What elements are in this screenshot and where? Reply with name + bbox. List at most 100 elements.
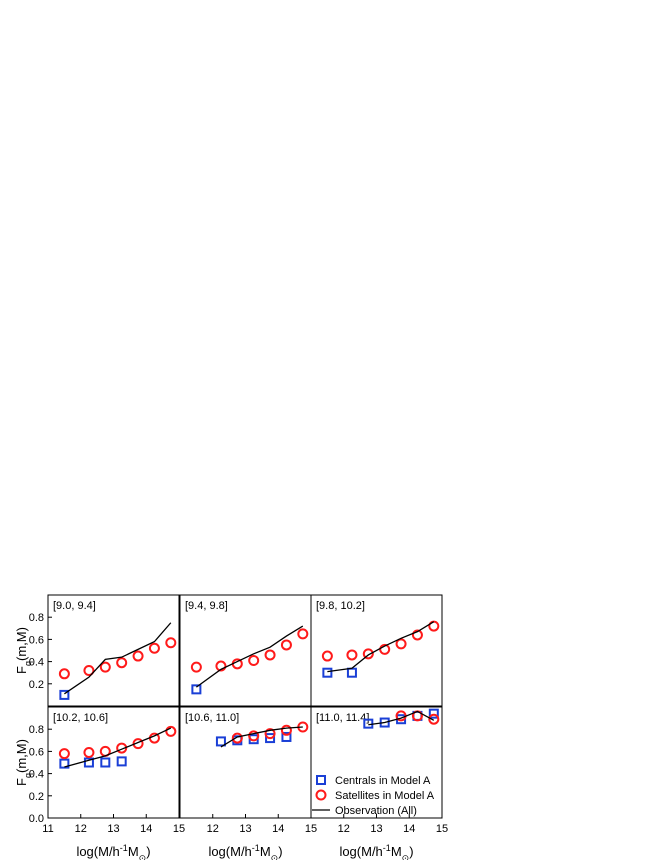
label-part: (m,M) (14, 739, 29, 773)
x-tick-label: 15 (305, 823, 317, 835)
circle-marker (148, 642, 160, 654)
x-tick-label: 13 (239, 823, 251, 835)
square-marker (59, 758, 70, 769)
x-axis-label: log(M/h-1M⊙) (76, 843, 150, 860)
x-tick-label: 13 (107, 823, 119, 835)
panel-label: [10.2, 10.6] (53, 712, 108, 724)
label-part: (m,M) (14, 627, 29, 661)
square-marker (100, 757, 111, 768)
square-marker (281, 731, 292, 742)
y-tick-label: 0.6 (29, 746, 44, 758)
panel-frame (47, 594, 180, 707)
observation-line (64, 622, 172, 695)
y-tick-label: 0.4 (29, 769, 44, 781)
square-marker (265, 733, 276, 744)
label-part: ⊙ (402, 853, 410, 860)
legend-marker (315, 789, 327, 801)
circle-marker (132, 650, 144, 662)
observation-line (327, 621, 435, 673)
label-part: M (128, 844, 139, 859)
circle-marker (297, 628, 309, 640)
circle-marker (99, 661, 111, 673)
panel-label: [9.4, 9.8] (185, 600, 228, 612)
label-part: F (14, 666, 29, 674)
circle-marker (280, 639, 292, 651)
square-marker (59, 689, 70, 700)
circle-marker (248, 654, 260, 666)
circle-marker (165, 725, 177, 737)
legend-label: Satellites in Model A (335, 790, 435, 802)
circle-marker (190, 661, 202, 673)
observation-line (195, 625, 304, 688)
y-tick-label: 0.0 (29, 813, 44, 825)
y-tick-label: 0.4 (29, 657, 44, 669)
label-part: q (23, 661, 33, 666)
panel-label: [10.6, 11.0] (185, 712, 239, 724)
square-marker (116, 756, 127, 767)
x-tick-label: 15 (436, 823, 448, 835)
circle-marker (165, 637, 177, 649)
y-tick-label: 0.2 (29, 679, 44, 691)
x-tick-label: 14 (140, 823, 152, 835)
circle-marker (58, 748, 70, 760)
circle-marker (379, 643, 391, 655)
square-marker (215, 736, 226, 747)
square-marker (83, 757, 94, 768)
square-marker (346, 667, 357, 678)
x-tick-label: 11 (42, 823, 53, 835)
label-part: F (14, 778, 29, 786)
label-part: -1 (120, 843, 128, 853)
circle-marker (411, 629, 423, 641)
panel-label: [9.8, 10.2] (316, 600, 365, 612)
observation-line (64, 727, 172, 768)
circle-marker (362, 648, 374, 660)
panel-label: [9.0, 9.4] (53, 600, 96, 612)
circle-marker (116, 742, 128, 754)
y-axis-label: Fq(m,M) (14, 739, 33, 786)
label-part: log(M/h (339, 844, 382, 859)
label-part: -1 (252, 843, 260, 853)
label-part: log(M/h (208, 844, 251, 859)
circle-marker (428, 620, 440, 632)
panel-label: [11.0, 11.4] (316, 712, 369, 724)
circle-marker (395, 638, 407, 650)
x-tick-label: 13 (370, 823, 382, 835)
circle-marker (428, 713, 440, 725)
square-marker (428, 708, 439, 719)
x-tick-label: 12 (338, 823, 350, 835)
circle-marker (83, 664, 95, 676)
y-tick-label: 0.8 (29, 612, 44, 624)
label-part: -1 (383, 843, 391, 853)
square-marker (322, 667, 333, 678)
circle-marker (215, 660, 227, 672)
circle-marker (83, 747, 95, 759)
circle-marker (280, 724, 292, 736)
label-part: M (391, 844, 402, 859)
x-tick-label: 15 (173, 823, 185, 835)
circle-marker (264, 728, 276, 740)
x-tick-label: 12 (75, 823, 87, 835)
observation-line (220, 726, 303, 748)
label-part: ⊙ (139, 853, 147, 860)
legend-label: Centrals in Model A (335, 775, 431, 787)
label-part: ⊙ (271, 853, 279, 860)
label-part: ) (278, 844, 282, 859)
circle-marker (231, 732, 243, 744)
circle-marker (58, 668, 70, 680)
circle-marker (346, 649, 358, 661)
y-axis-label: Fq(m,M) (14, 627, 33, 674)
label-part: log(M/h (76, 844, 119, 859)
observation-line (368, 710, 435, 726)
x-axis-label: log(M/h-1M⊙) (208, 843, 282, 860)
circle-marker (116, 657, 128, 669)
x-tick-label: 12 (207, 823, 219, 835)
y-tick-label: 0.8 (29, 724, 44, 736)
circle-marker (264, 649, 276, 661)
label-part: ) (409, 844, 413, 859)
label-part: q (23, 773, 33, 778)
x-tick-label: 14 (403, 823, 415, 835)
x-axis-label: log(M/h-1M⊙) (339, 843, 413, 860)
square-marker (191, 684, 202, 695)
legend-marker (316, 775, 326, 785)
